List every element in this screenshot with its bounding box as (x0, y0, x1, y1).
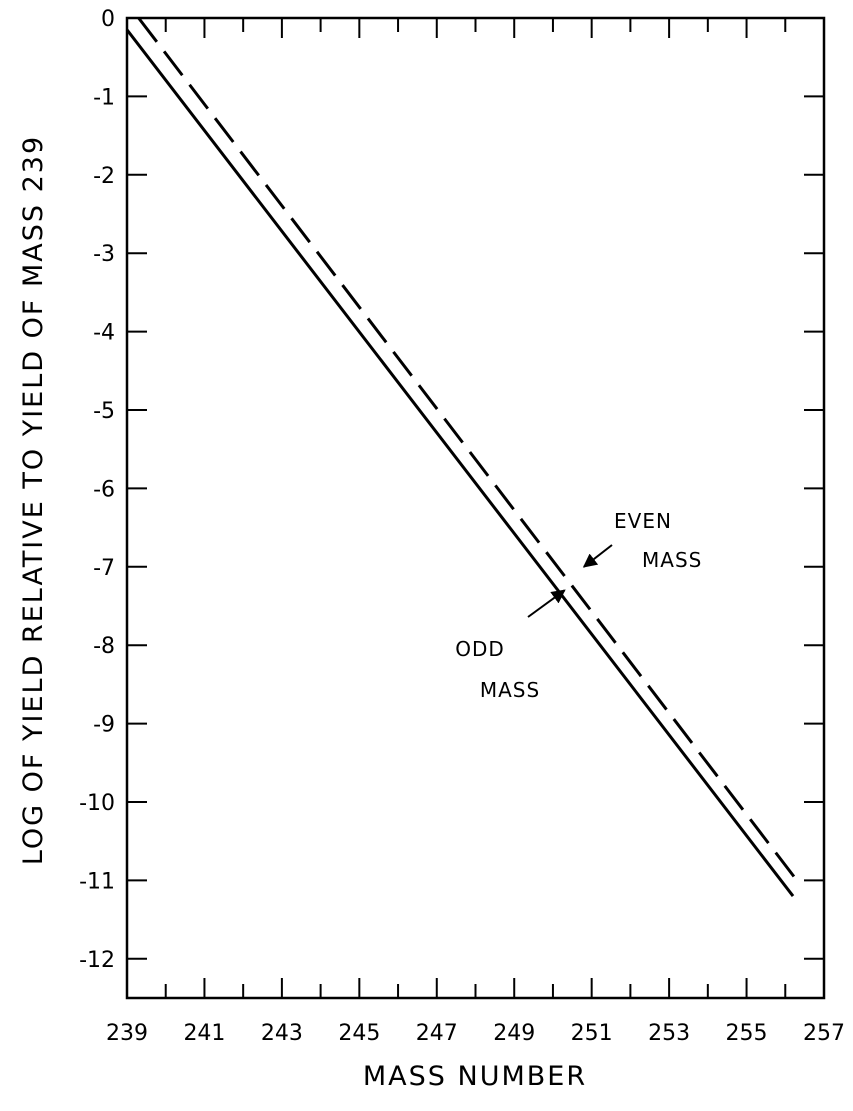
y-tick-label: -6 (93, 477, 115, 502)
y-tick-label: -2 (93, 164, 115, 189)
y-tick-label: -4 (93, 321, 115, 346)
even-mass-line (137, 17, 799, 882)
odd-mass-line (125, 28, 795, 897)
y-tick-label: -10 (79, 791, 115, 816)
x-axis-title: MASS NUMBER (363, 1061, 587, 1092)
y-tick-label: -7 (93, 556, 115, 581)
x-tick-label: 239 (106, 1021, 148, 1046)
y-tick-label: 0 (101, 7, 115, 32)
even-mass-annotation-line2: MASS (642, 548, 702, 572)
y-tick-label: -5 (93, 399, 115, 424)
x-tick-label: 241 (183, 1021, 225, 1046)
x-tick-label: 245 (338, 1021, 380, 1046)
x-tick-label: 251 (571, 1021, 613, 1046)
x-tick-label: 249 (493, 1021, 535, 1046)
y-tick-label: -9 (93, 713, 115, 738)
x-tick-label: 243 (261, 1021, 303, 1046)
x-tick-label: 247 (416, 1021, 458, 1046)
odd-mass-arrow (527, 589, 566, 618)
y-tick-label: -8 (93, 634, 115, 659)
x-tick-label: 255 (726, 1021, 768, 1046)
odd-mass-annotation-line2: MASS (480, 678, 540, 702)
y-tick-label: -3 (93, 242, 115, 267)
y-tick-label: -11 (79, 869, 115, 894)
x-tick-label: 257 (803, 1021, 845, 1046)
y-axis-title: LOG OF YIELD RELATIVE TO YIELD OF MASS 2… (18, 135, 49, 865)
x-axis-ticks: 239 241 243 245 247 249 251 253 255 257 (106, 18, 845, 1046)
even-mass-annotation-line1: EVEN (614, 509, 672, 533)
y-axis-ticks: 0 -1 -2 -3 -4 -5 -6 -7 -8 -9 -10 -11 -12 (79, 7, 824, 973)
even-mass-arrow (582, 544, 613, 568)
series-layer (125, 17, 799, 897)
x-tick-label: 253 (648, 1021, 690, 1046)
odd-mass-annotation-line1: ODD (455, 637, 505, 661)
y-tick-label: -1 (93, 85, 115, 110)
y-tick-label: -12 (79, 948, 115, 973)
